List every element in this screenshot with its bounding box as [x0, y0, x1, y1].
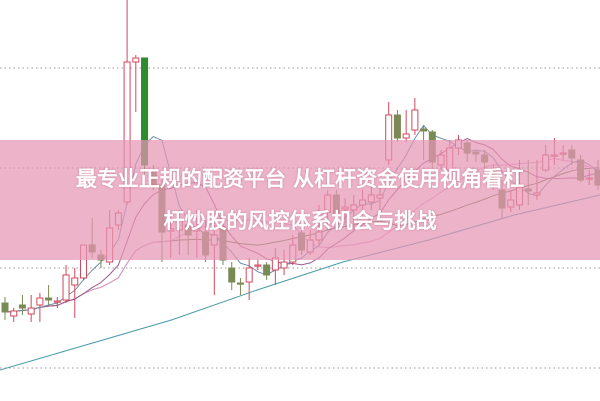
candle-up	[254, 264, 262, 267]
candle-up	[10, 310, 18, 317]
candle-down	[263, 264, 271, 276]
candle-up	[27, 307, 35, 315]
candle-down	[420, 128, 428, 132]
candle-down	[228, 267, 236, 283]
candle-down	[45, 297, 53, 301]
candle-up	[402, 133, 410, 139]
candle-up	[71, 277, 79, 286]
candle-down	[236, 282, 244, 285]
candle-up	[36, 297, 44, 306]
candle-up	[411, 109, 419, 131]
candle-up	[132, 57, 140, 63]
candle-down	[18, 304, 26, 309]
candle-down	[393, 114, 401, 139]
candle-up	[280, 261, 288, 269]
title-line-1: 最专业正规的配资平台 从杠杆资金使用视角看杠	[75, 167, 525, 191]
candle-up	[245, 267, 253, 283]
candle-down	[1, 302, 9, 313]
candle-up	[62, 274, 70, 301]
title-line-2: 杆炒股的风控体系机会与挑战	[163, 209, 437, 233]
candle-up	[53, 300, 61, 303]
title-banner: 最专业正规的配资平台 从杠杆资金使用视角看杠 杆炒股的风控体系机会与挑战	[0, 140, 600, 260]
